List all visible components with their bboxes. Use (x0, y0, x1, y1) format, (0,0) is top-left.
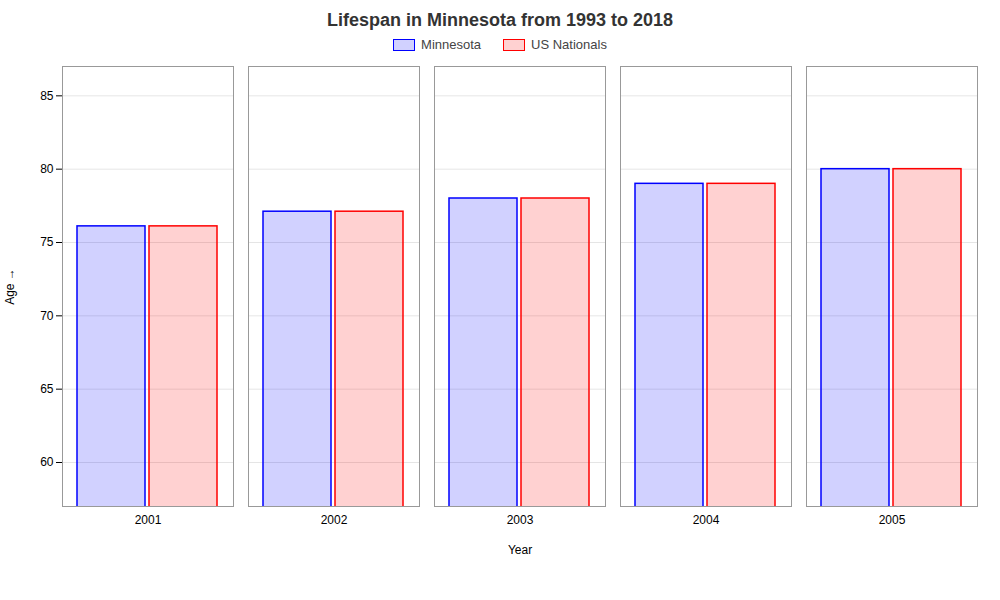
svg-text:2004: 2004 (693, 513, 720, 527)
svg-text:Year: Year (508, 543, 532, 557)
svg-text:Age →: Age → (3, 268, 17, 305)
html-text:Minnesota: Minnesota (421, 37, 481, 52)
svg-text:65: 65 (40, 382, 54, 396)
svg-text:2005: 2005 (879, 513, 906, 527)
html-text:US Nationals: US Nationals (531, 37, 607, 52)
svg-text:70: 70 (40, 309, 54, 323)
svg-text:85: 85 (40, 89, 54, 103)
html-text:Lifespan in Minnesota from 199: Lifespan in Minnesota from 1993 to 2018 (326, 10, 673, 30)
svg-text:60: 60 (40, 455, 54, 469)
svg-text:80: 80 (40, 162, 54, 176)
svg-text:2002: 2002 (321, 513, 348, 527)
svg-text:75: 75 (40, 235, 54, 249)
svg-text:2003: 2003 (507, 513, 534, 527)
svg-text:2001: 2001 (135, 513, 162, 527)
